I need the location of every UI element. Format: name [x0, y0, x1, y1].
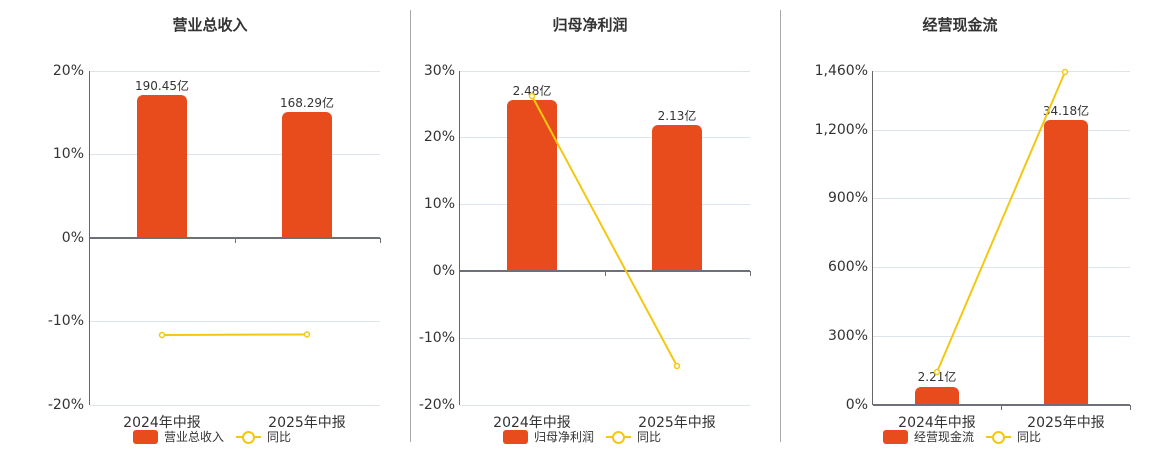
gridline: [90, 154, 380, 155]
y-tick-label: 1,460%: [814, 63, 868, 79]
bar-value-label: 34.18亿: [1042, 104, 1090, 118]
legend-line-swatch[interactable]: [236, 430, 262, 444]
y-tick-label: 1,200%: [814, 122, 868, 138]
panel-divider: [410, 10, 411, 442]
x-tick: [380, 238, 381, 243]
legend: 经营现金流 同比: [883, 428, 1041, 445]
y-tick-label: -20%: [47, 397, 84, 413]
legend-line-label[interactable]: 同比: [637, 430, 662, 444]
y-axis: [459, 71, 460, 405]
gridline: [460, 204, 750, 205]
gridline: [90, 405, 380, 406]
gridline: [90, 71, 380, 72]
gridline: [873, 71, 1130, 72]
x-tick: [750, 271, 751, 276]
gridline: [460, 137, 750, 138]
bar-2025[interactable]: [282, 112, 332, 238]
x-category-label: 2024年中报: [123, 415, 201, 431]
chart-title: 归母净利润: [552, 16, 628, 34]
legend-bar-label[interactable]: 营业总收入: [164, 430, 225, 444]
y-tick-label: 600%: [827, 259, 868, 275]
bar-value-label: 2.48亿: [512, 84, 552, 98]
legend-line-label[interactable]: 同比: [267, 430, 292, 444]
y-tick-label: -20%: [418, 397, 455, 413]
x-tick: [1130, 405, 1131, 410]
x-tick: [1001, 405, 1002, 410]
x-category-label: 2024年中报: [493, 415, 571, 431]
legend-line-swatch[interactable]: [986, 430, 1012, 444]
y-tick-label: -10%: [418, 330, 455, 346]
x-category-label: 2025年中报: [1027, 415, 1105, 431]
y-tick-label: 20%: [423, 129, 455, 145]
chart-title: 经营现金流: [922, 16, 998, 34]
y-tick-label: 300%: [827, 328, 868, 344]
bar-value-label: 2.13亿: [657, 109, 697, 123]
legend-line-swatch[interactable]: [606, 430, 632, 444]
gridline: [873, 130, 1130, 131]
y-tick-label: 0%: [61, 230, 84, 246]
legend-bar-swatch[interactable]: [133, 429, 158, 444]
y-tick-label: -10%: [47, 313, 84, 329]
gridline: [90, 321, 380, 322]
bar-2024[interactable]: [915, 387, 959, 405]
x-category-label: 2025年中报: [268, 415, 346, 431]
chart-title: 营业总收入: [172, 16, 248, 34]
y-tick-label: 0%: [845, 397, 868, 413]
bar-2025[interactable]: [652, 125, 702, 271]
yoy-line: [528, 92, 681, 370]
legend-bar-swatch[interactable]: [503, 429, 528, 444]
x-category-label: 2025年中报: [638, 415, 716, 431]
gridline: [460, 405, 750, 406]
legend-bar-label[interactable]: 归母净利润: [534, 430, 595, 444]
chart-revenue: 营业总收入 20% 10% 0% -10% -20% 190.45亿 168.2…: [0, 0, 410, 450]
gridline: [460, 71, 750, 72]
gridline: [873, 198, 1130, 199]
legend: 营业总收入 同比: [133, 428, 291, 445]
y-tick-label: 10%: [52, 146, 84, 162]
legend-bar-swatch[interactable]: [883, 429, 908, 444]
y-tick-label: 900%: [827, 190, 868, 206]
y-tick-label: 20%: [52, 63, 84, 79]
chart-net-profit: 归母净利润 30% 20% 10% 0% -10% -20% 2.48亿 2.1…: [418, 16, 751, 445]
x-tick: [605, 271, 606, 276]
bar-value-label: 190.45亿: [135, 79, 189, 93]
gridline: [873, 267, 1130, 268]
legend: 归母净利润 同比: [503, 428, 661, 445]
bar-2024[interactable]: [137, 95, 187, 238]
bar-value-label: 2.21亿: [917, 370, 957, 384]
y-axis: [89, 71, 90, 405]
yoy-line: [158, 331, 311, 339]
legend-bar-label[interactable]: 经营现金流: [914, 430, 975, 444]
panel-divider: [780, 10, 781, 442]
y-tick-label: 0%: [432, 263, 455, 279]
y-tick-label: 30%: [423, 63, 455, 79]
bar-value-label: 168.29亿: [280, 96, 334, 110]
bar-2025[interactable]: [1044, 120, 1088, 405]
x-category-label: 2024年中报: [898, 415, 976, 431]
gridline: [873, 336, 1130, 337]
legend-line-label[interactable]: 同比: [1017, 430, 1042, 444]
y-axis: [872, 71, 873, 405]
x-tick: [235, 238, 236, 243]
gridline: [460, 338, 750, 339]
y-tick-label: 10%: [423, 196, 455, 212]
